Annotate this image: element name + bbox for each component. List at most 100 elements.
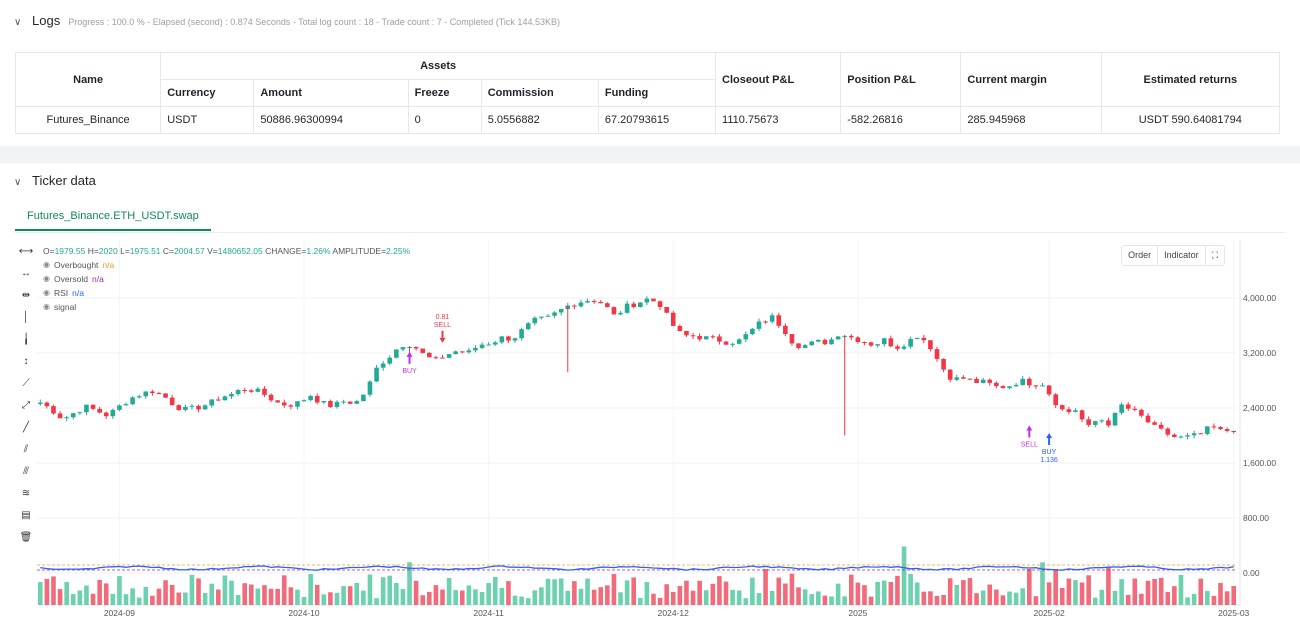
volume-bar [763, 569, 768, 605]
candle-body [578, 302, 584, 307]
y-tick-label: 800.00 [1243, 513, 1269, 523]
logs-panel: ∨ Logs Progress : 100.0 % - Elapsed (sec… [0, 0, 1300, 146]
x-tick-label: 2024-10 [288, 608, 319, 618]
trash-icon[interactable]: 🗑 [19, 531, 33, 543]
candle-body [552, 312, 557, 316]
volume-bar [611, 574, 617, 605]
candle-body [189, 405, 195, 407]
volume-bar [288, 587, 294, 605]
candle-body [136, 396, 142, 398]
eye-icon[interactable]: ◉ [43, 302, 50, 311]
volume-bar [413, 580, 419, 605]
indicator-button[interactable]: Indicator [1158, 246, 1206, 265]
sub-funding: Funding [597, 79, 717, 107]
vertical-ray-icon[interactable]: ╽ [22, 333, 30, 345]
volume-bar [558, 578, 564, 605]
horizontal-ray-icon[interactable]: ↔ [21, 267, 31, 279]
candle-body [222, 396, 228, 401]
order-button[interactable]: Order [1122, 246, 1159, 265]
volume-bar [1106, 566, 1111, 605]
parallel-line-icon[interactable]: ⫻ [23, 465, 29, 477]
volume-bar [1000, 595, 1006, 605]
candle-body [677, 325, 683, 331]
candle-body [334, 401, 340, 407]
oversold-value: n/a [92, 274, 104, 284]
cell-closeout: 1110.75673 [715, 106, 842, 134]
candle-body [1185, 435, 1190, 437]
eye-icon[interactable]: ◉ [43, 274, 50, 283]
x-tick-label: 2024-12 [658, 608, 689, 618]
vertical-segment-icon[interactable]: ↕ [23, 355, 29, 367]
volume-bar [97, 579, 102, 605]
candle-body [519, 329, 524, 339]
chart-area[interactable]: 4,000.00 3,200.00 2,400.00 1,600.00 800.00 0.… [15, 240, 1285, 625]
volume-bar [150, 595, 155, 605]
legend-signal[interactable]: ◉ signal [43, 300, 410, 314]
candle-body [789, 334, 795, 344]
volume-bar [1112, 590, 1118, 605]
volume-bar [1185, 597, 1190, 605]
volume-bar [1145, 580, 1151, 605]
volume-bar [1066, 578, 1072, 605]
volume-bar [565, 590, 571, 605]
candle-body [1119, 404, 1124, 413]
logs-header[interactable]: ∨ Logs Progress : 100.0 % - Elapsed (sec… [14, 13, 560, 28]
candle-body [1191, 433, 1197, 436]
chevron-down-icon[interactable]: ∨ [14, 177, 22, 188]
volume-bar [169, 584, 175, 605]
candle-body [512, 338, 518, 341]
segment-icon[interactable]: ⇹ [21, 289, 31, 301]
candle-body [1020, 378, 1026, 385]
candle-body [413, 347, 419, 349]
volume-bar [130, 588, 135, 605]
volume-bar [492, 576, 498, 605]
ohlc-readout: O=1979.55 H=2020 L=1975.51 C=2004.57 V=1… [43, 244, 410, 258]
candle-body [1132, 408, 1138, 410]
candle-body [150, 391, 155, 394]
chart-legend: O=1979.55 H=2020 L=1975.51 C=2004.57 V=1… [43, 244, 410, 314]
legend-overbought[interactable]: ◉ Overbought n/a [43, 258, 410, 272]
vertical-line-icon[interactable]: │ [22, 311, 30, 323]
eye-icon[interactable]: ◉ [43, 288, 50, 297]
fibonacci-icon[interactable]: ≋ [21, 487, 31, 499]
candle-body [123, 404, 129, 406]
candle-body [901, 346, 907, 349]
col-name: Name [14, 52, 162, 107]
trend-line-icon[interactable]: ⟋ [22, 377, 30, 389]
extended-line-icon[interactable]: ╱ [22, 421, 30, 433]
volume-bar [387, 575, 393, 605]
legend-rsi[interactable]: ◉ RSI n/a [43, 286, 410, 300]
volume-bar [367, 574, 373, 605]
price-chart[interactable]: 4,000.00 3,200.00 2,400.00 1,600.00 800.00 0.… [15, 240, 1285, 625]
candle-body [308, 395, 313, 401]
candle-body [1224, 429, 1230, 432]
candle-body [1027, 378, 1032, 386]
volume-bar [446, 578, 452, 605]
candle-body [848, 335, 854, 338]
volume-bar [394, 583, 399, 605]
volume-bar [1053, 569, 1058, 605]
candle-body [961, 377, 966, 379]
volume-bar [875, 582, 880, 605]
ray-line-icon[interactable]: ⤢ [22, 399, 30, 411]
volume-bar [802, 589, 808, 605]
candle-body [1205, 426, 1210, 434]
tab-eth-usdt[interactable]: Futures_Binance.ETH_USDT.swap [15, 201, 211, 231]
expand-icon[interactable]: ⛶ [1211, 250, 1218, 260]
volume-bar [525, 598, 531, 605]
chevron-down-icon[interactable]: ∨ [14, 17, 22, 28]
price-channel-icon[interactable]: ⫽ [23, 443, 29, 455]
volume-bar [974, 593, 979, 605]
candle-body [1112, 412, 1118, 426]
candle-body [169, 397, 175, 406]
ticker-header[interactable]: ∨ Ticker data [14, 173, 96, 188]
candle-body [1066, 409, 1072, 412]
horizontal-line-icon[interactable]: ⟷ [18, 245, 34, 257]
eye-icon[interactable]: ◉ [43, 260, 50, 269]
o-value: 1979.55 [54, 246, 86, 256]
candle-body [769, 315, 775, 322]
candle-body [1231, 431, 1237, 433]
ruler-icon[interactable]: ▤ [21, 509, 31, 521]
candle-body [684, 330, 689, 336]
legend-oversold[interactable]: ◉ Oversold n/a [43, 272, 410, 286]
